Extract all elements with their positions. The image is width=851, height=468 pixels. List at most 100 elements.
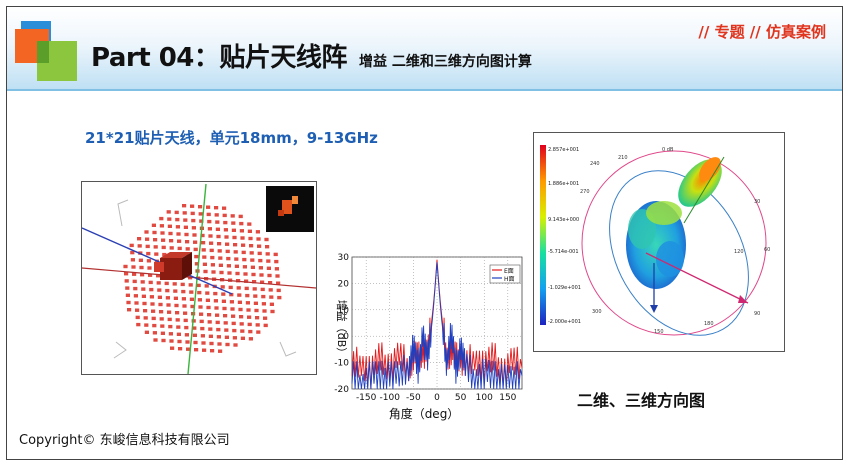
patch-element — [162, 252, 167, 257]
patch-element — [146, 259, 151, 263]
patch-element — [174, 303, 179, 308]
patch-element — [205, 298, 210, 302]
patch-element — [209, 241, 214, 245]
polar-label: 300 — [592, 309, 602, 315]
patch-element — [197, 298, 202, 302]
patch-element — [177, 339, 182, 344]
patch-element — [139, 265, 144, 270]
x-tick-label: 150 — [499, 393, 516, 403]
colorbar-label: -1.029e+001 — [548, 285, 581, 291]
patch-element — [175, 225, 180, 229]
patch-element — [223, 314, 228, 318]
patch-element — [247, 229, 252, 233]
patch-element — [167, 310, 172, 314]
patch-element — [183, 311, 188, 315]
patch-element — [223, 321, 228, 325]
patch-element — [182, 211, 187, 215]
patch-element — [199, 219, 204, 223]
patch-element — [125, 286, 130, 290]
patch-element — [217, 249, 222, 253]
patch-element — [184, 325, 189, 330]
patch-element — [231, 321, 236, 326]
patch-element — [190, 304, 195, 309]
patch-element — [231, 314, 236, 318]
patch-element — [224, 335, 229, 339]
chart-legend: E面 H面 — [489, 264, 521, 284]
patch-element — [142, 301, 147, 306]
y-tick-label: 10 — [338, 306, 350, 316]
patch-element — [156, 281, 161, 285]
patch-element — [200, 334, 205, 338]
x-tick-label: 50 — [455, 393, 467, 403]
patch-element — [166, 303, 171, 307]
patch-element — [207, 320, 212, 324]
patch-element — [194, 254, 199, 259]
patch-element — [178, 347, 183, 351]
patch-element — [269, 295, 274, 299]
patch-element — [169, 246, 174, 250]
patch-element — [208, 327, 213, 331]
patch-element — [168, 332, 173, 336]
patch-element — [216, 327, 221, 332]
patch-element — [216, 335, 221, 339]
patch-element — [177, 239, 182, 243]
patch-element — [276, 288, 281, 293]
patch-element — [152, 323, 157, 328]
patch-element — [241, 250, 246, 255]
patch-element — [235, 271, 240, 276]
patch-element — [224, 235, 229, 239]
patch-element — [260, 287, 265, 292]
patch-element — [173, 289, 178, 293]
patch-element — [191, 218, 196, 223]
patch-element — [160, 324, 165, 328]
patch-element — [216, 234, 221, 239]
patch-element — [213, 291, 218, 296]
patch-element — [185, 340, 190, 344]
patch-element — [183, 225, 188, 229]
patch-element — [190, 211, 195, 216]
colorbar-label: 9.143e+000 — [548, 217, 579, 223]
patch-element — [191, 226, 196, 230]
patch-element — [210, 263, 215, 267]
patch-element — [236, 286, 241, 290]
patch-element — [234, 264, 239, 268]
colorbar-label: 1.886e+001 — [548, 181, 579, 187]
patch-element — [177, 246, 182, 251]
patch-element — [237, 293, 242, 297]
patch-element — [232, 235, 237, 240]
patch-element — [201, 241, 206, 245]
patch-element — [181, 289, 186, 294]
patch-element — [148, 280, 153, 285]
patch-element — [238, 307, 243, 312]
patch-element — [206, 212, 211, 217]
patch-element — [130, 250, 135, 255]
patch-element — [168, 231, 173, 236]
patch-element — [135, 308, 140, 312]
array-caption: 21*21贴片天线，单元18mm，9-13GHz — [85, 129, 378, 147]
patch-element — [188, 283, 193, 287]
patch-element — [203, 269, 208, 274]
x-tick-label: -50 — [406, 393, 421, 403]
patch-element — [218, 263, 223, 267]
colorbar — [540, 145, 546, 325]
patch-element — [210, 349, 215, 353]
patch-element — [248, 329, 253, 334]
patch-element — [232, 336, 237, 340]
patch-element — [164, 281, 169, 286]
patch-element — [225, 242, 230, 246]
patch-element — [254, 308, 259, 313]
patch-element — [199, 319, 204, 324]
patch-element — [239, 315, 244, 319]
patch-element — [244, 286, 249, 291]
patch-element — [159, 216, 164, 221]
patch-element — [134, 301, 139, 305]
patch-element — [259, 273, 264, 277]
patch-element — [228, 285, 233, 290]
patch-element — [141, 287, 146, 291]
patch-element — [255, 230, 260, 234]
colorbar-label: 2.857e+001 — [548, 147, 579, 153]
patch-element — [143, 316, 148, 320]
patch-element — [239, 221, 244, 226]
patch-element — [159, 310, 164, 314]
